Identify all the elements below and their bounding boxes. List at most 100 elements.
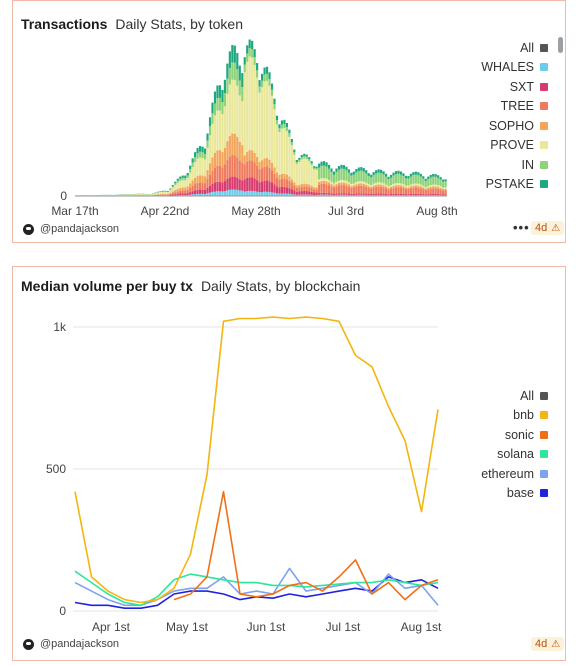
bar-segment <box>243 155 246 165</box>
legend-item-pstake[interactable]: PSTAKE <box>481 175 548 195</box>
stale-age-badge[interactable]: 4d ⚠ <box>531 221 565 235</box>
bar-segment <box>298 161 301 185</box>
bar-segment <box>337 169 341 181</box>
bar-segment <box>392 187 395 194</box>
bar-segment <box>174 192 177 195</box>
legend-item-bnb[interactable]: bnb <box>481 406 548 426</box>
more-options-button[interactable]: ••• <box>513 220 530 235</box>
bar-segment <box>444 194 447 196</box>
transactions-card: Transactions Daily Stats, by token 0 Mar … <box>12 0 566 243</box>
bar-segment <box>409 184 412 187</box>
bar-segment <box>310 188 313 192</box>
bar-segment <box>191 158 194 163</box>
bar-segment <box>357 167 360 171</box>
bar-segment <box>283 173 286 179</box>
bar-segment <box>442 179 445 182</box>
bar-segment <box>385 188 388 194</box>
bar-segment <box>404 185 408 188</box>
bar-segment <box>394 187 398 194</box>
legend-item-base[interactable]: base <box>481 484 548 504</box>
legend-item-sopho[interactable]: SOPHO <box>481 116 548 136</box>
bar-segment <box>422 187 425 190</box>
bar-segment <box>340 182 343 186</box>
bar-segment <box>226 93 229 142</box>
bar-segment <box>161 194 164 196</box>
bar-segment <box>419 184 422 187</box>
chart-subtitle: Daily Stats, by token <box>115 16 243 32</box>
bar-segment <box>159 194 162 196</box>
legend-item-tree[interactable]: TREE <box>481 97 548 117</box>
bar-segment <box>161 190 164 192</box>
legend-item-sonic[interactable]: sonic <box>481 425 548 445</box>
bar-segment <box>372 193 375 196</box>
bar-segment <box>357 186 360 194</box>
bar-segment <box>367 188 370 194</box>
legend-item-in[interactable]: IN <box>481 155 548 175</box>
bar-segment <box>251 190 254 196</box>
bar-segment <box>350 175 353 185</box>
bar-segment <box>275 115 279 121</box>
legend-item-all[interactable]: All <box>481 386 548 406</box>
bar-segment <box>295 160 298 162</box>
bar-segment <box>340 185 343 194</box>
bar-segment <box>325 162 328 167</box>
legend-label: SXT <box>509 79 534 94</box>
bar-segment <box>251 177 254 191</box>
bar-segment <box>305 183 308 187</box>
bar-segment <box>275 120 279 125</box>
bar-segment <box>298 184 301 188</box>
bar-segment <box>201 152 204 158</box>
bar-segment <box>293 154 296 183</box>
bar-segment <box>315 187 318 190</box>
author-footer[interactable]: @pandajackson <box>23 223 119 235</box>
bar-segment <box>288 133 291 137</box>
bar-segment <box>407 176 410 179</box>
bar-segment <box>370 194 373 196</box>
legend-item-whales[interactable]: WHALES <box>481 58 548 78</box>
bar-segment <box>283 186 286 194</box>
legend-item-prove[interactable]: PROVE <box>481 136 548 156</box>
stale-age-badge[interactable]: 4d ⚠ <box>531 637 565 651</box>
legend-item-solana[interactable]: solana <box>481 445 548 465</box>
bar-segment <box>437 194 440 196</box>
bar-segment <box>164 194 167 196</box>
bar-segment <box>429 188 432 195</box>
legend-item-sxt[interactable]: SXT <box>481 77 548 97</box>
bar-segment <box>273 192 276 196</box>
bar-segment <box>231 189 234 196</box>
age-label: 4d <box>535 638 548 650</box>
y-tick-label: 0 <box>60 189 67 203</box>
bar-segment <box>318 179 321 182</box>
legend-swatch <box>540 102 548 111</box>
bar-segment <box>221 167 224 183</box>
bar-segment <box>169 189 172 191</box>
bar-segment <box>295 187 298 192</box>
bar-segment <box>352 183 355 186</box>
bar-segment <box>156 194 160 196</box>
bar-segment <box>270 83 274 90</box>
bar-segment <box>409 176 412 185</box>
bar-segment <box>203 153 207 160</box>
chart-legend: All bnb sonic solana ethereum base <box>481 386 548 503</box>
bar-segment <box>407 189 410 195</box>
legend-scrollbar[interactable] <box>558 37 563 53</box>
author-footer[interactable]: @pandajackson <box>23 638 119 650</box>
bar-segment <box>263 67 266 75</box>
bar-segment <box>357 194 360 196</box>
bar-segment <box>263 180 266 192</box>
bar-segment <box>444 181 447 188</box>
bar-segment <box>442 181 445 188</box>
chart-legend: All WHALES SXT TREE SOPHO PROVE IN PSTAKE <box>481 38 548 194</box>
bar-segment <box>412 183 415 186</box>
bar-segment <box>261 181 264 193</box>
legend-item-all[interactable]: All <box>481 38 548 58</box>
legend-item-ethereum[interactable]: ethereum <box>481 464 548 484</box>
bar-segment <box>268 159 271 168</box>
bar-segment <box>208 192 212 196</box>
bar-segment <box>186 175 189 179</box>
bar-segment <box>273 109 276 168</box>
bar-segment <box>310 185 313 189</box>
bar-segment <box>179 190 182 194</box>
bar-segment <box>350 187 353 194</box>
bar-segment <box>213 103 217 116</box>
